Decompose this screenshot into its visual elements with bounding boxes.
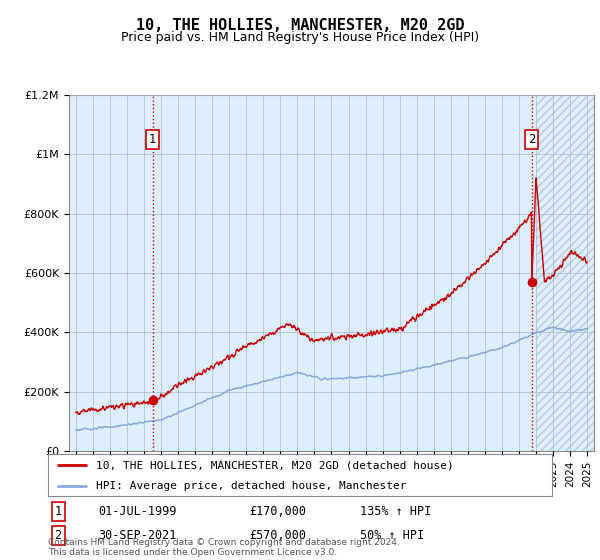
Text: 30-SEP-2021: 30-SEP-2021 [98,529,177,543]
Text: 10, THE HOLLIES, MANCHESTER, M20 2GD: 10, THE HOLLIES, MANCHESTER, M20 2GD [136,18,464,33]
Text: 1: 1 [149,133,156,146]
Bar [536,66,594,451]
Text: 2: 2 [528,133,536,146]
Text: Contains HM Land Registry data © Crown copyright and database right 2024.
This d: Contains HM Land Registry data © Crown c… [48,538,400,557]
Text: 1: 1 [55,505,62,519]
Text: 2: 2 [55,529,62,543]
Text: 50% ↑ HPI: 50% ↑ HPI [361,529,425,543]
Text: £570,000: £570,000 [250,529,307,543]
Text: 01-JUL-1999: 01-JUL-1999 [98,505,177,519]
Text: 135% ↑ HPI: 135% ↑ HPI [361,505,432,519]
Text: 10, THE HOLLIES, MANCHESTER, M20 2GD (detached house): 10, THE HOLLIES, MANCHESTER, M20 2GD (de… [96,460,454,470]
Text: HPI: Average price, detached house, Manchester: HPI: Average price, detached house, Manc… [96,480,406,491]
Text: £170,000: £170,000 [250,505,307,519]
Text: Price paid vs. HM Land Registry's House Price Index (HPI): Price paid vs. HM Land Registry's House … [121,31,479,44]
